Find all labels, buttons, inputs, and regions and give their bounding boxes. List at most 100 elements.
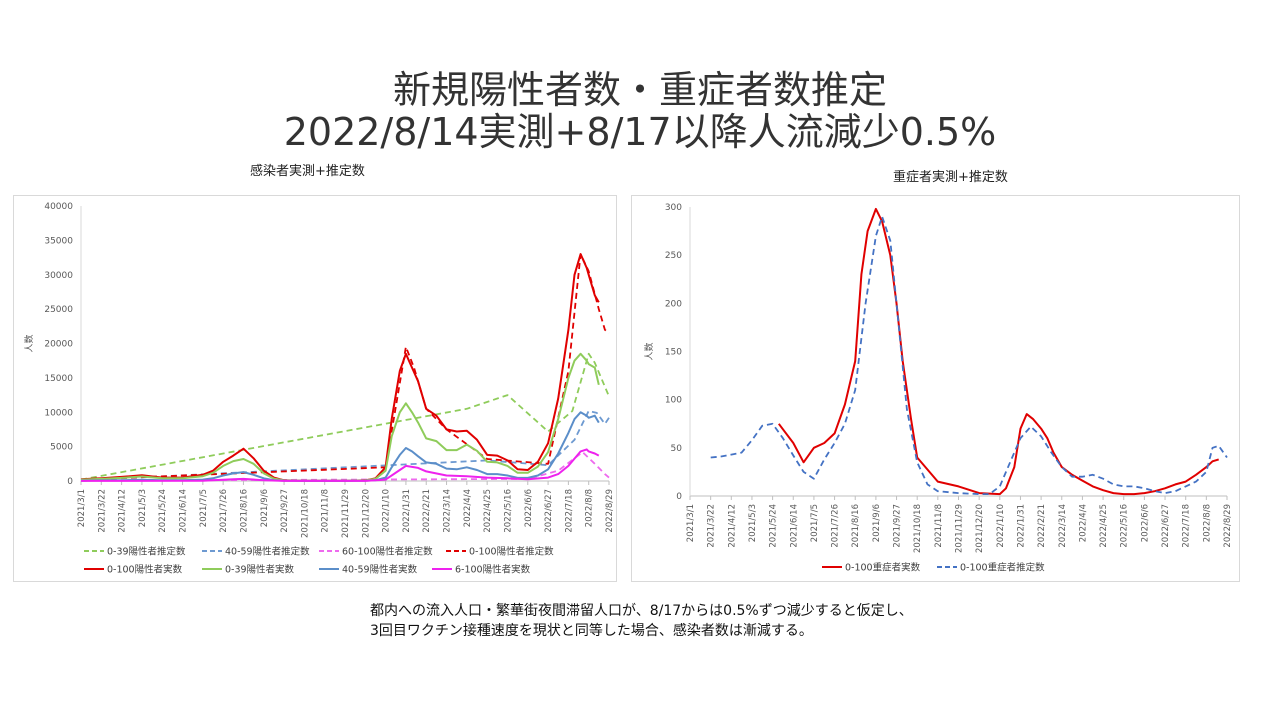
x-tick-label: 2021/5/24: [769, 504, 779, 548]
x-tick-label: 2021/11/29: [341, 489, 351, 538]
x-tick-label: 2021/6/14: [179, 489, 189, 533]
infection-chart-panel: 0 5000 10000 15000 20000 25000 30000 35000 40000…: [13, 195, 617, 582]
note-line1: 都内への流入人口・繁華街夜間滞留人口が、8/17からは0.5%ずつ減少すると仮定…: [370, 603, 913, 619]
x-tick-label: 2022/5/16: [1120, 504, 1130, 548]
y-tick-label: 150: [665, 348, 682, 358]
y-tick-label: 20000: [44, 340, 73, 350]
series-line-0: [778, 207, 1219, 496]
x-tick-label: 2021/3/1: [686, 504, 696, 542]
x-tick-label: 2022/8/29: [1223, 504, 1233, 548]
y-tick-label: 35000: [44, 236, 73, 246]
x-tick-label: 2021/9/6: [260, 489, 270, 527]
series-line-5: [80, 352, 600, 482]
x-tick-label: 2022/8/8: [1202, 504, 1212, 542]
left-chart-title: 感染者実測+推定数: [250, 164, 365, 179]
main-title-line2: 2022/8/14実測+8/17以降人流減少0.5%: [283, 110, 997, 154]
legend-label-0: 0-39陽性者推定数: [107, 546, 186, 558]
x-tick-label: 2021/3/22: [707, 504, 717, 548]
x-tick-label: 2022/4/25: [483, 489, 493, 533]
y-tick-label: 200: [665, 299, 682, 309]
x-tick-label: 2022/6/27: [1161, 504, 1171, 548]
x-tick-label: 2022/8/29: [605, 489, 615, 533]
x-tick-label: 2021/4/12: [727, 504, 737, 548]
y-tick-label: 300: [665, 203, 682, 213]
note-line2: 3回目ワクチン接種速度を現状と同等した場合、感染者数は漸減する。: [370, 623, 813, 639]
severe-chart: 0 50 100 150 200 250 300 人数 2021/3/1 2021/3/22 202…: [643, 203, 1233, 574]
y-tick-label: 15000: [44, 374, 73, 384]
x-tick-label: 2022/1/10: [382, 489, 392, 533]
x-tick-label: 2021/8/16: [239, 489, 249, 533]
x-tick-label: 2021/12/20: [361, 489, 371, 538]
x-tick-label: 2021/7/26: [831, 504, 841, 548]
x-tick-label: 2022/4/4: [1078, 504, 1088, 542]
x-tick-label: 2022/1/31: [1016, 504, 1026, 548]
x-tick-label: 2021/5/3: [748, 504, 758, 542]
x-tick-label: 2021/3/22: [97, 489, 107, 533]
legend-label-7: 6-100陽性者実数: [455, 564, 531, 576]
x-tick-label: 2021/7/5: [199, 489, 209, 527]
legend-label-6: 40-59陽性者実数: [342, 564, 418, 576]
x-tick-label: 2022/1/10: [996, 504, 1006, 548]
x-tick-label: 2021/7/5: [810, 504, 820, 542]
x-tick-label: 2021/4/12: [118, 489, 128, 533]
x-tick-label: 2022/3/14: [443, 489, 453, 533]
severe-chart-panel: 0 50 100 150 200 250 300 人数 2021/3/1 2021/3/22 202…: [631, 195, 1240, 582]
y-tick-label: 25000: [44, 305, 73, 315]
legend-label-2: 60-100陽性者推定数: [342, 546, 433, 558]
x-tick-label: 2022/6/27: [544, 489, 554, 533]
x-tick-label: 2021/9/27: [280, 489, 290, 533]
x-tick-label: 2021/11/8: [321, 489, 331, 533]
x-tick-label: 2022/4/25: [1099, 504, 1109, 548]
legend-label-1: 0-100重症者推定数: [960, 562, 1045, 574]
legend-label-4: 0-100陽性者実数: [107, 564, 183, 576]
y-tick-label: 250: [665, 251, 682, 261]
x-tick-label: 2021/9/27: [893, 504, 903, 548]
x-tick-label: 2021/9/6: [872, 504, 882, 542]
legend-label-5: 0-39陽性者実数: [225, 564, 295, 576]
infection-chart: 0 5000 10000 15000 20000 25000 30000 35000 40000…: [23, 202, 615, 576]
x-tick-label: 2022/6/6: [524, 489, 534, 527]
y-tick-label: 30000: [44, 271, 73, 281]
x-tick-label: 2021/10/18: [300, 489, 310, 538]
x-tick-label: 2022/4/4: [463, 489, 473, 527]
x-tick-label: 2022/7/18: [1182, 504, 1192, 548]
series-line-1: [710, 215, 1228, 496]
series-line-2: [80, 451, 610, 482]
y-tick-label: 10000: [44, 408, 73, 418]
legend-label-3: 0-100陽性者推定数: [469, 546, 554, 558]
main-title-line1: 新規陽性者数・重症者数推定: [392, 68, 887, 112]
x-tick-label: 2021/7/26: [219, 489, 229, 533]
series-line-6: [80, 411, 600, 482]
y-axis-title: 人数: [23, 334, 35, 352]
y-tick-label: 50: [671, 444, 683, 454]
y-tick-label: 100: [665, 396, 682, 406]
x-tick-label: 2021/8/16: [851, 504, 861, 548]
x-tick-label: 2021/6/14: [789, 504, 799, 548]
y-tick-label: 0: [67, 477, 73, 487]
x-tick-label: 2021/3/1: [77, 489, 87, 527]
y-tick-label: 0: [676, 492, 682, 502]
x-tick-label: 2022/3/14: [1058, 504, 1068, 548]
right-chart-title: 重症者実測+推定数: [893, 170, 1008, 185]
legend-label-0: 0-100重症者実数: [845, 562, 921, 574]
series-line-1: [80, 409, 610, 482]
x-tick-label: 2021/5/24: [158, 489, 168, 533]
y-tick-label: 40000: [44, 202, 73, 212]
x-tick-label: 2022/1/31: [402, 489, 412, 533]
series-line-0: [80, 352, 610, 481]
x-tick-label: 2021/11/29: [955, 504, 965, 553]
series-line-4: [80, 253, 600, 482]
x-tick-label: 2022/2/21: [1037, 504, 1047, 548]
x-tick-label: 2021/10/18: [913, 504, 923, 553]
x-tick-label: 2021/5/3: [138, 489, 148, 527]
x-tick-label: 2022/5/16: [503, 489, 513, 533]
y-axis-title: 人数: [643, 342, 655, 360]
x-tick-label: 2022/6/6: [1140, 504, 1150, 542]
legend-label-1: 40-59陽性者推定数: [225, 546, 310, 558]
x-tick-label: 2022/2/21: [422, 489, 432, 533]
y-tick-label: 5000: [50, 443, 73, 453]
series-line-7: [80, 448, 600, 482]
x-tick-label: 2022/7/18: [564, 489, 574, 533]
x-tick-label: 2021/12/20: [975, 504, 985, 553]
x-tick-label: 2022/8/8: [585, 489, 595, 527]
